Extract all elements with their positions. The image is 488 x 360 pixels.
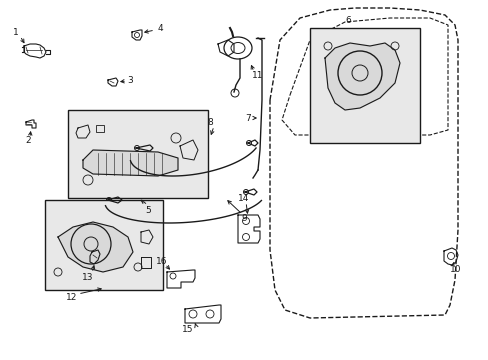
Text: 2: 2 [25,135,31,144]
Text: 14: 14 [238,194,249,202]
Text: 5: 5 [145,206,151,215]
Text: 13: 13 [82,274,94,283]
Bar [96,125,104,132]
Polygon shape [83,150,178,176]
Bar [45,200,163,290]
Bar [68,110,207,198]
Text: 16: 16 [156,257,167,266]
Text: 3: 3 [127,76,133,85]
Text: 1: 1 [13,27,19,36]
Polygon shape [58,222,133,272]
Text: 10: 10 [449,266,461,274]
Text: 12: 12 [66,293,78,302]
Text: 6: 6 [345,15,350,24]
Text: 11: 11 [252,71,263,80]
Text: 15: 15 [182,325,193,334]
Text: 9: 9 [241,213,246,222]
Text: 8: 8 [207,117,212,126]
Bar [309,28,419,143]
Text: 7: 7 [244,113,250,122]
Text: 4: 4 [157,23,163,32]
Polygon shape [325,43,399,110]
